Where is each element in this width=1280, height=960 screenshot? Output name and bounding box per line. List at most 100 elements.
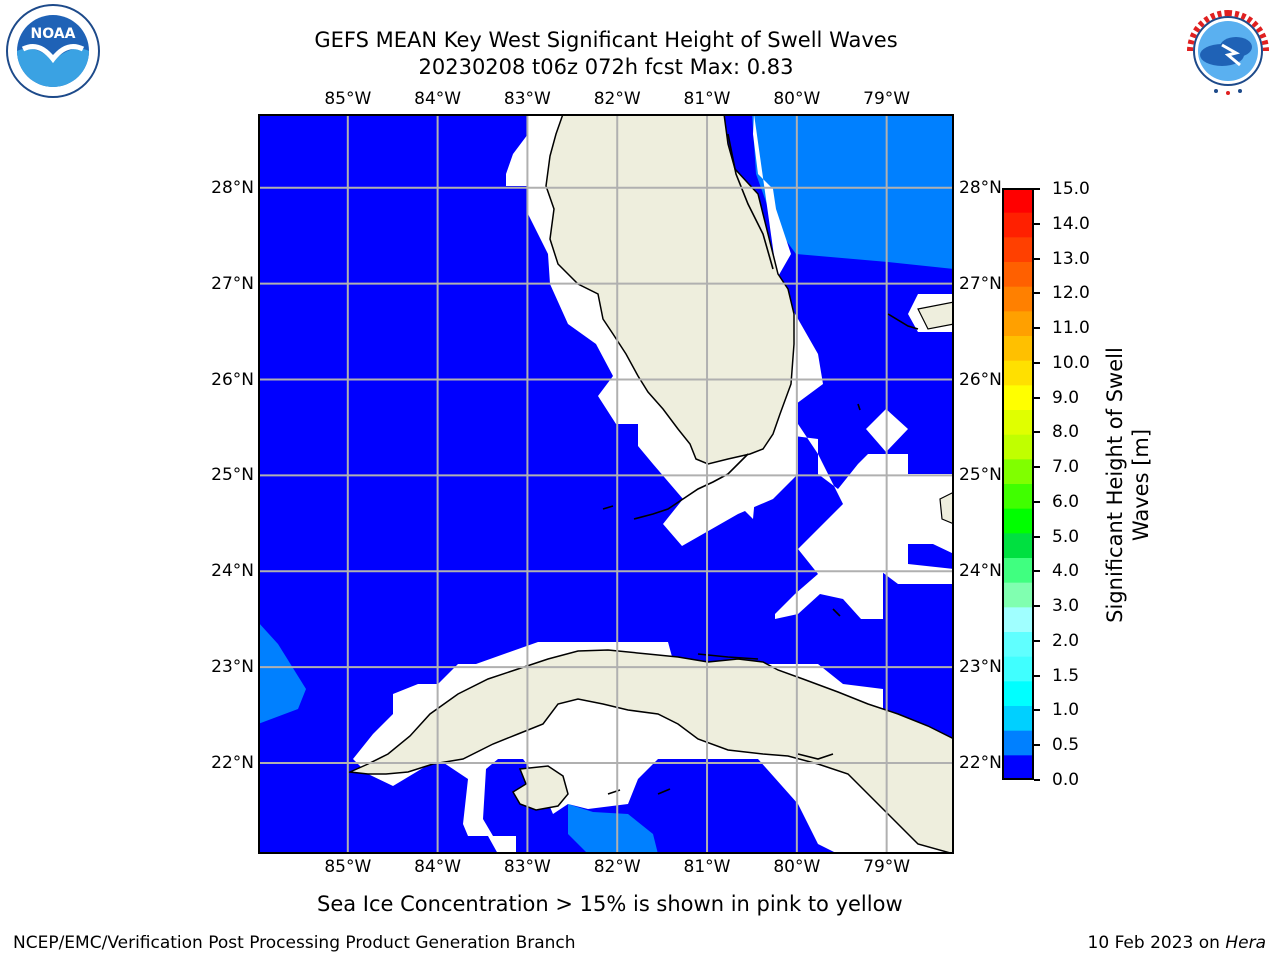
- lat-tick-label-right: 26°N: [959, 369, 1002, 390]
- colorbar-tick-label: 15.0: [1052, 179, 1090, 199]
- colorbar-canvas: [1002, 188, 1034, 781]
- lon-tick-label-top: 82°W: [593, 89, 641, 109]
- colorbar-band: [1002, 484, 1034, 510]
- colorbar-band: [1002, 582, 1034, 608]
- chart-title: GEFS MEAN Key West Significant Height of…: [314, 28, 898, 52]
- lat-tick-label-left: 24°N: [211, 561, 254, 582]
- colorbar-tick-label: 14.0: [1052, 213, 1090, 234]
- lon-tick-label-bottom: 84°W: [414, 857, 462, 877]
- lon-tick-label-top: 83°W: [503, 89, 551, 109]
- colorbar-band: [1002, 188, 1034, 214]
- colorbar-band: [1002, 212, 1034, 238]
- colorbar-tick-mark: [1034, 361, 1040, 364]
- lat-tick-label-left: 22°N: [211, 752, 254, 773]
- lat-tick-label-right: 23°N: [959, 657, 1002, 678]
- colorbar-band: [1002, 434, 1034, 460]
- lon-tick-label-bottom: 79°W: [863, 857, 911, 877]
- colorbar-tick-label: 11.0: [1052, 318, 1090, 339]
- colorbar-tick-mark: [1034, 188, 1040, 190]
- colorbar-tick-mark: [1034, 709, 1040, 712]
- lon-tick-label-top: 85°W: [324, 89, 372, 109]
- colorbar-tick-label: 0.0: [1052, 770, 1080, 790]
- colorbar-tick-label: 3.0: [1052, 596, 1080, 617]
- map-panel: [258, 113, 955, 855]
- lon-tick-label-top: 79°W: [863, 89, 911, 109]
- lat-tick-label-left: 26°N: [211, 369, 254, 390]
- lat-tick-label-left: 23°N: [211, 657, 254, 678]
- colorbar-band: [1002, 237, 1034, 263]
- colorbar-tick-mark: [1034, 744, 1040, 747]
- footer-date-text: 10 Feb 2023 on: [1087, 933, 1226, 953]
- nws-logo: [1178, 3, 1278, 99]
- lat-tick-label-right: 28°N: [959, 177, 1002, 198]
- colorbar-tick-mark: [1034, 605, 1040, 608]
- colorbar-tick-mark: [1034, 292, 1040, 295]
- colorbar-band: [1002, 286, 1034, 312]
- lon-tick-label-bottom: 83°W: [503, 857, 551, 877]
- noaa-logo: NOAA: [3, 3, 103, 99]
- lat-tick-label-right: 27°N: [959, 273, 1002, 294]
- colorbar-tick-mark: [1034, 257, 1040, 260]
- graticule: [258, 114, 954, 854]
- noaa-logo-text: NOAA: [31, 26, 76, 42]
- lon-tick-label-top: 80°W: [773, 89, 821, 109]
- colorbar-tick-mark: [1034, 779, 1040, 781]
- footer-credit: NCEP/EMC/Verification Post Processing Pr…: [13, 933, 576, 953]
- colorbar: [1002, 188, 1034, 781]
- colorbar-tick-mark: [1034, 535, 1040, 538]
- colorbar-tick-mark: [1034, 500, 1040, 503]
- lat-tick-label-left: 28°N: [211, 177, 254, 198]
- lat-tick-label-right: 22°N: [959, 752, 1002, 773]
- land-areas: [347, 113, 955, 855]
- colorbar-tick-label: 9.0: [1052, 387, 1080, 408]
- colorbar-band: [1002, 459, 1034, 485]
- lat-tick-label-right: 24°N: [959, 561, 1002, 582]
- colorbar-band: [1002, 607, 1034, 633]
- colorbar-band: [1002, 706, 1034, 732]
- footer-date: 10 Feb 2023 on Hera: [1088, 933, 1266, 953]
- colorbar-band: [1002, 410, 1034, 436]
- map-canvas: [258, 113, 955, 855]
- colorbar-tick-label: 8.0: [1052, 422, 1080, 443]
- colorbar-band: [1002, 558, 1034, 584]
- colorbar-tick-mark: [1034, 466, 1040, 469]
- colorbar-band: [1002, 533, 1034, 559]
- colorbar-tick-label: 12.0: [1052, 283, 1090, 304]
- chart-subtitle: 20230208 t06z 072h fcst Max: 0.83: [418, 55, 794, 79]
- lat-tick-label-left: 27°N: [211, 273, 254, 294]
- colorbar-tick-label: 2.0: [1052, 630, 1080, 651]
- colorbar-tick-mark: [1034, 674, 1040, 677]
- colorbar-tick-mark: [1034, 396, 1040, 399]
- colorbar-tick-mark: [1034, 570, 1040, 573]
- colorbar-tick-label: 5.0: [1052, 526, 1080, 547]
- colorbar-band: [1002, 311, 1034, 337]
- colorbar-band: [1002, 681, 1034, 707]
- colorbar-tick-label: 10.0: [1052, 352, 1090, 373]
- colorbar-band: [1002, 656, 1034, 682]
- colorbar-band: [1002, 385, 1034, 411]
- lon-tick-label-top: 84°W: [414, 89, 462, 109]
- swell-0-5-region: [258, 114, 954, 854]
- colorbar-band: [1002, 360, 1034, 386]
- sea-ice-note: Sea Ice Concentration > 15% is shown in …: [317, 892, 903, 916]
- lat-tick-label-right: 25°N: [959, 465, 1002, 486]
- colorbar-tick-label: 4.0: [1052, 561, 1080, 582]
- colorbar-tick-label: 7.0: [1052, 457, 1080, 478]
- colorbar-frame: [1002, 188, 1034, 780]
- colorbar-tick-label: 1.0: [1052, 700, 1080, 721]
- colorbar-tick-mark: [1034, 222, 1040, 225]
- colorbar-band: [1002, 632, 1034, 658]
- lon-tick-label-bottom: 80°W: [773, 857, 821, 877]
- colorbar-band: [1002, 262, 1034, 288]
- lat-tick-label-left: 25°N: [211, 465, 254, 486]
- lon-tick-label-bottom: 82°W: [593, 857, 641, 877]
- colorbar-tick-mark: [1034, 431, 1040, 434]
- colorbar-tick-label: 0.5: [1052, 735, 1080, 756]
- lon-tick-label-bottom: 81°W: [683, 857, 731, 877]
- lon-tick-label-bottom: 85°W: [324, 857, 372, 877]
- colorbar-tick-label: 1.5: [1052, 665, 1080, 686]
- colorbar-band: [1002, 336, 1034, 362]
- footer-machine: Hera: [1225, 933, 1266, 953]
- colorbar-tick-mark: [1034, 639, 1040, 642]
- colorbar-band: [1002, 730, 1034, 756]
